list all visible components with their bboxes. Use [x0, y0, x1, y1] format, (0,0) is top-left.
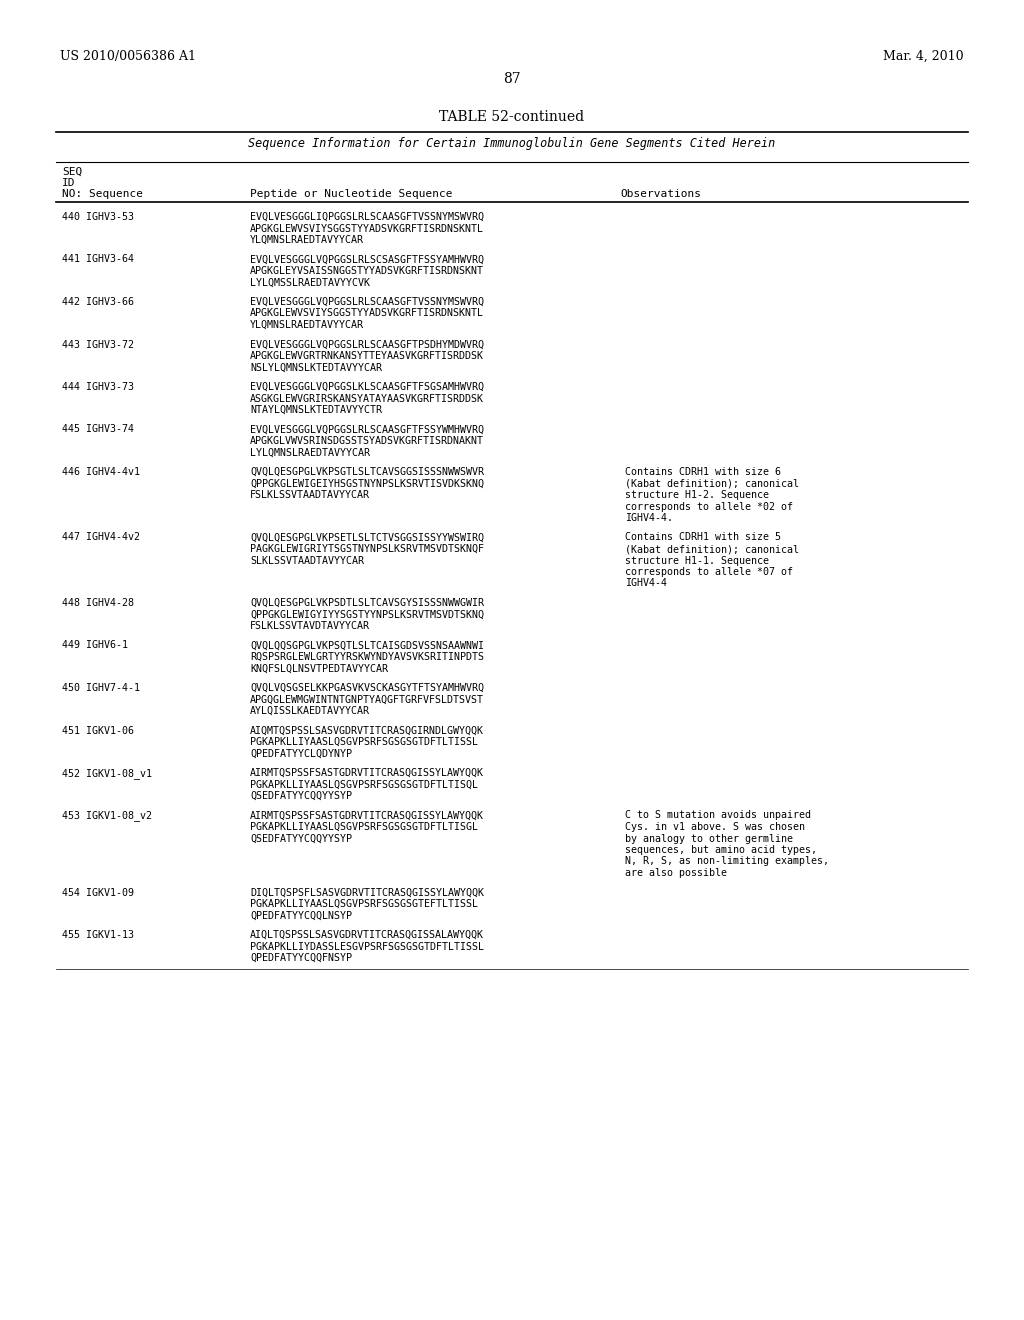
Text: Cys. in v1 above. S was chosen: Cys. in v1 above. S was chosen	[625, 822, 805, 832]
Text: QVQLQESGPGLVKPSGTLSLTCAVSGGSISSSNWWSWVR: QVQLQESGPGLVKPSGTLSLTCAVSGGSISSSNWWSWVR	[250, 467, 484, 477]
Text: DIQLTQSPSFLSASVGDRVTITCRASQGISSYLAWYQQK: DIQLTQSPSFLSASVGDRVTITCRASQGISSYLAWYQQK	[250, 887, 484, 898]
Text: Sequence Information for Certain Immunoglobulin Gene Segments Cited Herein: Sequence Information for Certain Immunog…	[249, 137, 775, 150]
Text: PGKAPKLLIYAASLQSGVPSRFSGSGSGTDFTLTISQL: PGKAPKLLIYAASLQSGVPSRFSGSGSGTDFTLTISQL	[250, 780, 478, 789]
Text: QPEDFATYYCQQFNSYP: QPEDFATYYCQQFNSYP	[250, 953, 352, 964]
Text: EVQLVESGGGLVQPGGSLRLSCAASGFTPSDHYMDWVRQ: EVQLVESGGGLVQPGGSLRLSCAASGFTPSDHYMDWVRQ	[250, 339, 484, 350]
Text: by analogy to other germline: by analogy to other germline	[625, 833, 793, 843]
Text: 451 IGKV1-06: 451 IGKV1-06	[62, 726, 134, 735]
Text: PGKAPKLLIYAASLQSGVPSRFSGSGSGTEFTLTISSL: PGKAPKLLIYAASLQSGVPSRFSGSGSGTEFTLTISSL	[250, 899, 478, 909]
Text: LYLQMNSLRAEDTAVYYCAR: LYLQMNSLRAEDTAVYYCAR	[250, 447, 370, 458]
Text: are also possible: are also possible	[625, 869, 727, 878]
Text: 447 IGHV4-4v2: 447 IGHV4-4v2	[62, 532, 140, 543]
Text: EVQLVESGGGLVQPGGSLRLSCSASGFTFSSYAMHWVRQ: EVQLVESGGGLVQPGGSLRLSCSASGFTFSSYAMHWVRQ	[250, 255, 484, 264]
Text: sequences, but amino acid types,: sequences, but amino acid types,	[625, 845, 817, 855]
Text: EVQLVESGGGLVQPGGSLKLSCAASGFTFSGSAMHWVRQ: EVQLVESGGGLVQPGGSLKLSCAASGFTFSGSAMHWVRQ	[250, 381, 484, 392]
Text: IGHV4-4.: IGHV4-4.	[625, 513, 673, 523]
Text: Contains CDRH1 with size 6: Contains CDRH1 with size 6	[625, 467, 781, 477]
Text: Contains CDRH1 with size 5: Contains CDRH1 with size 5	[625, 532, 781, 543]
Text: 444 IGHV3-73: 444 IGHV3-73	[62, 381, 134, 392]
Text: US 2010/0056386 A1: US 2010/0056386 A1	[60, 50, 196, 63]
Text: N, R, S, as non-limiting examples,: N, R, S, as non-limiting examples,	[625, 857, 829, 866]
Text: AIRMTQSPSSFSASTGDRVTITCRASQGISSYLAWYQQK: AIRMTQSPSSFSASTGDRVTITCRASQGISSYLAWYQQK	[250, 768, 484, 777]
Text: NTAYLQMNSLKTEDTAVYYCTR: NTAYLQMNSLKTEDTAVYYCTR	[250, 405, 382, 414]
Text: AIQMTQSPSSLSASVGDRVTITCRASQGIRNDLGWYQQK: AIQMTQSPSSLSASVGDRVTITCRASQGIRNDLGWYQQK	[250, 726, 484, 735]
Text: 452 IGKV1-08_v1: 452 IGKV1-08_v1	[62, 768, 152, 779]
Text: FSLKLSSVTAADTAVYYCAR: FSLKLSSVTAADTAVYYCAR	[250, 490, 370, 500]
Text: APGKGLEWVSVIYSGGSTYYADSVKGRFTISRDNSKNTL: APGKGLEWVSVIYSGGSTYYADSVKGRFTISRDNSKNTL	[250, 309, 484, 318]
Text: AIQLTQSPSSLSASVGDRVTITCRASQGISSALAWYQQK: AIQLTQSPSSLSASVGDRVTITCRASQGISSALAWYQQK	[250, 931, 484, 940]
Text: NO: Sequence: NO: Sequence	[62, 189, 143, 199]
Text: Mar. 4, 2010: Mar. 4, 2010	[884, 50, 964, 63]
Text: corresponds to allele *07 of: corresponds to allele *07 of	[625, 568, 793, 577]
Text: corresponds to allele *02 of: corresponds to allele *02 of	[625, 502, 793, 511]
Text: 454 IGKV1-09: 454 IGKV1-09	[62, 887, 134, 898]
Text: YLQMNSLRAEDTAVYYCAR: YLQMNSLRAEDTAVYYCAR	[250, 235, 364, 246]
Text: 448 IGHV4-28: 448 IGHV4-28	[62, 598, 134, 609]
Text: QSEDFATYYCQQYYSYP: QSEDFATYYCQQYYSYP	[250, 833, 352, 843]
Text: PGKAPKLLIYAASLQSGVPSRFSGSGSGTDFTLTISGL: PGKAPKLLIYAASLQSGVPSRFSGSGSGTDFTLTISGL	[250, 822, 478, 832]
Text: APGKGLEWVSVIYSGGSTYYADSVKGRFTISRDNSKNTL: APGKGLEWVSVIYSGGSTYYADSVKGRFTISRDNSKNTL	[250, 223, 484, 234]
Text: 446 IGHV4-4v1: 446 IGHV4-4v1	[62, 467, 140, 477]
Text: EVQLVESGGGLIQPGGSLRLSCAASGFTVSSNYMSWVRQ: EVQLVESGGGLIQPGGSLRLSCAASGFTVSSNYMSWVRQ	[250, 213, 484, 222]
Text: RQSPSRGLEWLGRTYYRSKWYNDYAVSVKSRITINPDTS: RQSPSRGLEWLGRTYYRSKWYNDYAVSVKSRITINPDTS	[250, 652, 484, 663]
Text: (Kabat definition); canonical: (Kabat definition); canonical	[625, 479, 799, 488]
Text: QVQLQQSGPGLVKPSQTLSLTCAISGDSVSSNSAAWNWI: QVQLQQSGPGLVKPSQTLSLTCAISGDSVSSNSAAWNWI	[250, 640, 484, 651]
Text: structure H1-1. Sequence: structure H1-1. Sequence	[625, 556, 769, 565]
Text: KNQFSLQLNSVTPEDTAVYYCAR: KNQFSLQLNSVTPEDTAVYYCAR	[250, 664, 388, 673]
Text: ID: ID	[62, 178, 76, 187]
Text: 441 IGHV3-64: 441 IGHV3-64	[62, 255, 134, 264]
Text: 445 IGHV3-74: 445 IGHV3-74	[62, 425, 134, 434]
Text: QVQLQESGPGLVKPSETLSLTCTVSGGSISSYYWSWIRQ: QVQLQESGPGLVKPSETLSLTCTVSGGSISSYYWSWIRQ	[250, 532, 484, 543]
Text: QPPGKGLEWIGYIYYSGSTYYNPSLKSRVTMSVDTSKNQ: QPPGKGLEWIGYIYYSGSTYYNPSLKSRVTMSVDTSKNQ	[250, 610, 484, 619]
Text: SEQ: SEQ	[62, 168, 82, 177]
Text: AIRMTQSPSSFSASTGDRVTITCRASQGISSYLAWYQQK: AIRMTQSPSSFSASTGDRVTITCRASQGISSYLAWYQQK	[250, 810, 484, 821]
Text: YLQMNSLRAEDTAVYYCAR: YLQMNSLRAEDTAVYYCAR	[250, 319, 364, 330]
Text: TABLE 52-continued: TABLE 52-continued	[439, 110, 585, 124]
Text: APGKGLEWVGRTRNKANSYTTEYAASVKGRFTISRDDSK: APGKGLEWVGRTRNKANSYTTEYAASVKGRFTISRDDSK	[250, 351, 484, 360]
Text: NSLYLQMNSLKTEDTAVYYCAR: NSLYLQMNSLKTEDTAVYYCAR	[250, 363, 382, 372]
Text: PAGKGLEWIGRIYTSGSTNYNPSLKSRVTMSVDTSKNQF: PAGKGLEWIGRIYTSGSTNYNPSLKSRVTMSVDTSKNQF	[250, 544, 484, 554]
Text: LYLQMSSLRAEDTAVYYCVK: LYLQMSSLRAEDTAVYYCVK	[250, 277, 370, 288]
Text: APGKGLEYVSAISSNGGSTYYADSVKGRFTISRDNSKNT: APGKGLEYVSAISSNGGSTYYADSVKGRFTISRDNSKNT	[250, 267, 484, 276]
Text: EVQLVESGGGLVQPGGSLRLSCAASGFTFSSYWMHWVRQ: EVQLVESGGGLVQPGGSLRLSCAASGFTFSSYWMHWVRQ	[250, 425, 484, 434]
Text: 450 IGHV7-4-1: 450 IGHV7-4-1	[62, 682, 140, 693]
Text: QVQLQESGPGLVKPSDTLSLTCAVSGYSISSSNWWGWIR: QVQLQESGPGLVKPSDTLSLTCAVSGYSISSSNWWGWIR	[250, 598, 484, 609]
Text: QPEDFATYYCLQDYNYP: QPEDFATYYCLQDYNYP	[250, 748, 352, 759]
Text: EVQLVESGGGLVQPGGSLRLSCAASGFTVSSNYMSWVRQ: EVQLVESGGGLVQPGGSLRLSCAASGFTVSSNYMSWVRQ	[250, 297, 484, 308]
Text: Peptide or Nucleotide Sequence: Peptide or Nucleotide Sequence	[250, 189, 453, 199]
Text: (Kabat definition); canonical: (Kabat definition); canonical	[625, 544, 799, 554]
Text: 443 IGHV3-72: 443 IGHV3-72	[62, 339, 134, 350]
Text: QVQLVQSGSELKKPGASVKVSCKASGYTFTSYAMHWVRQ: QVQLVQSGSELKKPGASVKVSCKASGYTFTSYAMHWVRQ	[250, 682, 484, 693]
Text: APGKGLVWVSRINSDGSSTSYADSVKGRFTISRDNAKNT: APGKGLVWVSRINSDGSSTSYADSVKGRFTISRDNAKNT	[250, 436, 484, 446]
Text: C to S mutation avoids unpaired: C to S mutation avoids unpaired	[625, 810, 811, 821]
Text: 442 IGHV3-66: 442 IGHV3-66	[62, 297, 134, 308]
Text: QPEDFATYYCQQLNSYP: QPEDFATYYCQQLNSYP	[250, 911, 352, 920]
Text: 440 IGHV3-53: 440 IGHV3-53	[62, 213, 134, 222]
Text: 455 IGKV1-13: 455 IGKV1-13	[62, 931, 134, 940]
Text: SLKLSSVTAADTAVYYCAR: SLKLSSVTAADTAVYYCAR	[250, 556, 364, 565]
Text: Observations: Observations	[620, 189, 701, 199]
Text: FSLKLSSVTAVDTAVYYCAR: FSLKLSSVTAVDTAVYYCAR	[250, 620, 370, 631]
Text: QPPGKGLEWIGEIYHSGSTNYNPSLKSRVTISVDKSKNQ: QPPGKGLEWIGEIYHSGSTNYNPSLKSRVTISVDKSKNQ	[250, 479, 484, 488]
Text: APGQGLEWMGWINTNTGNPTYAQGFTGRFVFSLDTSVST: APGQGLEWMGWINTNTGNPTYAQGFTGRFVFSLDTSVST	[250, 694, 484, 705]
Text: IGHV4-4: IGHV4-4	[625, 578, 667, 589]
Text: ASGKGLEWVGRIRSKANSYATAYAASVKGRFTISRDDSK: ASGKGLEWVGRIRSKANSYATAYAASVKGRFTISRDDSK	[250, 393, 484, 404]
Text: PGKAPKLLIYAASLQSGVPSRFSGSGSGTDFTLTISSL: PGKAPKLLIYAASLQSGVPSRFSGSGSGTDFTLTISSL	[250, 737, 478, 747]
Text: QSEDFATYYCQQYYSYP: QSEDFATYYCQQYYSYP	[250, 791, 352, 801]
Text: 87: 87	[503, 73, 521, 86]
Text: PGKAPKLLIYDASSLESGVPSRFSGSGSGTDFTLTISSL: PGKAPKLLIYDASSLESGVPSRFSGSGSGTDFTLTISSL	[250, 941, 484, 952]
Text: structure H1-2. Sequence: structure H1-2. Sequence	[625, 490, 769, 500]
Text: AYLQISSLKAEDTAVYYCAR: AYLQISSLKAEDTAVYYCAR	[250, 706, 370, 715]
Text: 453 IGKV1-08_v2: 453 IGKV1-08_v2	[62, 810, 152, 821]
Text: 449 IGHV6-1: 449 IGHV6-1	[62, 640, 128, 651]
